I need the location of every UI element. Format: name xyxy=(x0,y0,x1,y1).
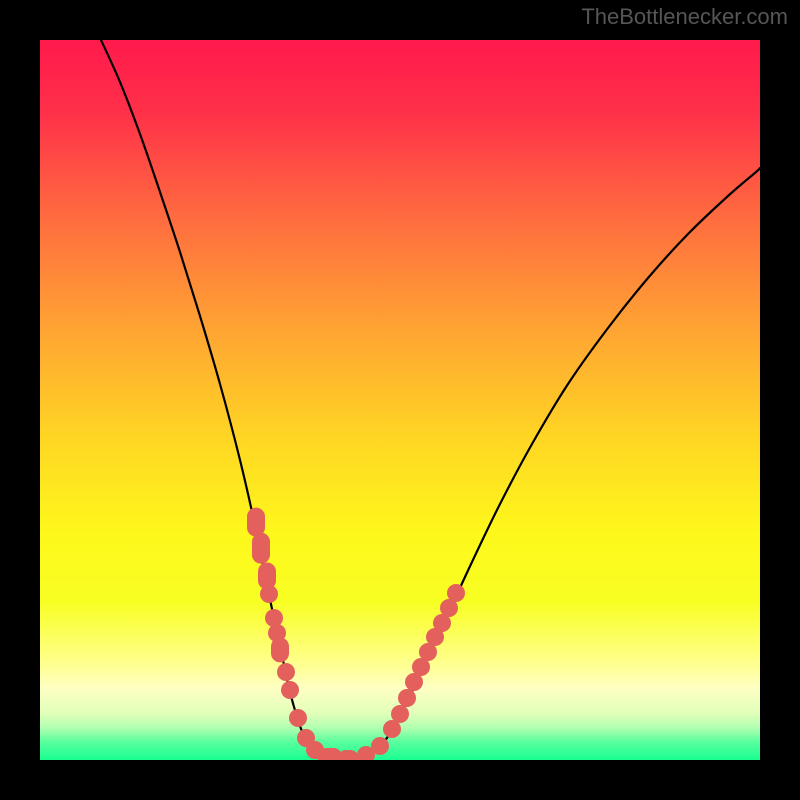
curve-marker xyxy=(371,737,389,755)
curve-marker xyxy=(252,533,270,564)
curve-marker xyxy=(391,705,409,723)
curve-marker xyxy=(447,584,465,602)
watermark-label: TheBottlenecker.com xyxy=(581,4,788,30)
curve-marker xyxy=(398,689,416,707)
curve-marker xyxy=(260,585,278,603)
curve-marker xyxy=(289,709,307,727)
curve-marker xyxy=(281,681,299,699)
curve-marker xyxy=(277,663,295,681)
curve-marker xyxy=(271,637,289,662)
plot-area xyxy=(40,40,760,760)
marker-group xyxy=(40,40,760,760)
curve-marker xyxy=(337,750,359,760)
canvas: TheBottlenecker.com xyxy=(0,0,800,800)
